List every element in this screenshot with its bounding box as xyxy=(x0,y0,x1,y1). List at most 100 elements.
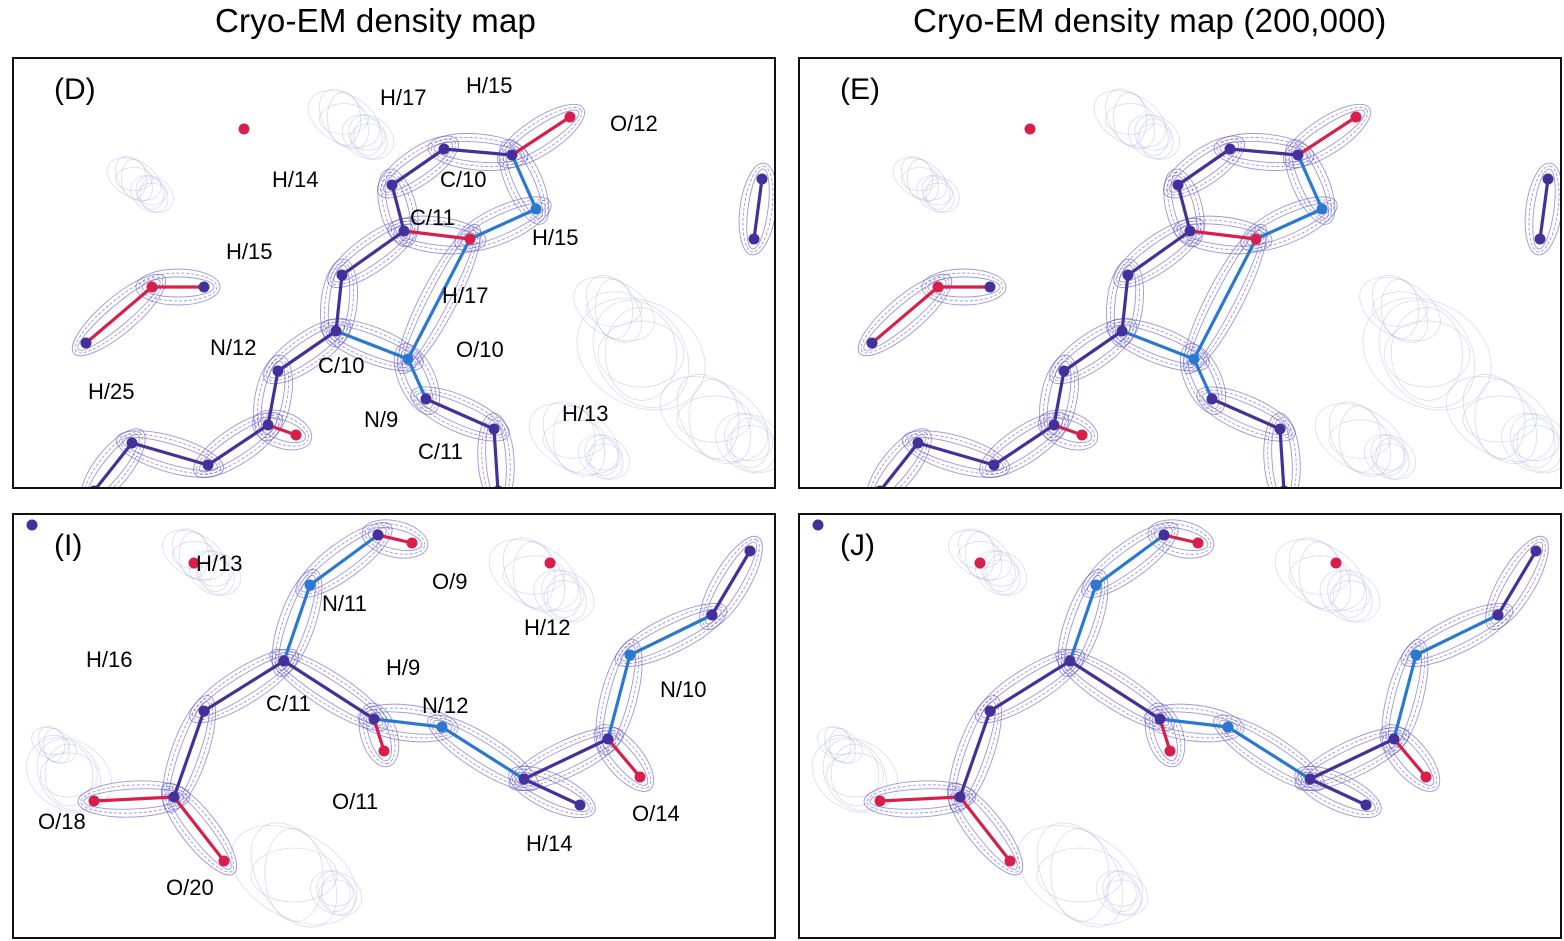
density-mesh xyxy=(1060,654,1170,726)
density-mesh xyxy=(1213,133,1315,171)
atom xyxy=(238,123,250,135)
density-mesh xyxy=(715,412,774,474)
density-mesh xyxy=(949,785,1021,873)
bond xyxy=(282,659,376,721)
atom xyxy=(506,149,518,161)
density-mesh xyxy=(197,559,233,587)
density-mesh xyxy=(1104,879,1140,907)
atom-label: H/9 xyxy=(386,655,421,680)
bond xyxy=(992,423,1056,467)
density-mesh xyxy=(77,780,191,818)
density-mesh xyxy=(948,529,1012,581)
density-mesh xyxy=(901,167,939,191)
density-mesh xyxy=(1512,425,1560,461)
density-mesh xyxy=(981,551,1021,595)
density-mesh xyxy=(263,317,351,385)
atom xyxy=(1172,179,1184,191)
bond xyxy=(1392,737,1428,779)
density-mesh xyxy=(1149,711,1239,735)
density-mesh xyxy=(77,279,161,351)
density-mesh xyxy=(1143,703,1245,743)
density-mesh xyxy=(1153,526,1209,552)
density-mesh xyxy=(430,717,536,789)
density-mesh xyxy=(592,300,690,408)
density-mesh xyxy=(115,430,225,478)
bond xyxy=(92,795,176,803)
density-mesh xyxy=(892,157,948,201)
bond xyxy=(468,207,538,241)
bond xyxy=(266,369,280,427)
density-mesh xyxy=(1338,405,1382,473)
density-mesh xyxy=(822,738,888,812)
bond xyxy=(95,441,134,487)
density-mesh xyxy=(573,276,655,342)
density-mesh xyxy=(1185,226,1265,372)
density-mesh xyxy=(135,175,169,213)
atom xyxy=(198,281,210,293)
density-mesh xyxy=(872,434,926,487)
density-mesh xyxy=(1113,218,1205,288)
density-mesh xyxy=(863,279,947,351)
density-mesh xyxy=(1532,168,1556,250)
atom xyxy=(1076,429,1088,441)
density-mesh xyxy=(319,103,369,135)
density-mesh xyxy=(546,574,582,618)
density-mesh xyxy=(309,870,363,916)
atom xyxy=(912,437,924,449)
density-mesh xyxy=(1058,651,1172,729)
bond xyxy=(372,717,444,729)
atom xyxy=(88,795,100,807)
density-mesh xyxy=(1328,419,1392,459)
density-mesh xyxy=(1485,535,1549,631)
panel-j: (J) xyxy=(798,513,1562,939)
atom xyxy=(1304,773,1316,785)
density-mesh xyxy=(196,414,280,476)
density-mesh xyxy=(543,580,585,612)
bond xyxy=(84,285,154,345)
density-mesh xyxy=(742,165,774,253)
density-mesh xyxy=(659,376,769,462)
density-mesh xyxy=(106,157,162,201)
atom xyxy=(378,745,390,757)
density-mesh xyxy=(1490,541,1544,625)
atom xyxy=(756,173,768,185)
atom xyxy=(1530,545,1542,557)
density-mesh xyxy=(71,273,167,357)
density-mesh xyxy=(1294,765,1382,819)
bond xyxy=(334,273,344,333)
density-mesh xyxy=(83,431,143,487)
density-mesh xyxy=(1319,569,1381,623)
bond xyxy=(1210,397,1282,431)
density-mesh xyxy=(1314,403,1406,475)
atom xyxy=(1184,225,1196,237)
atom-label: O/9 xyxy=(432,569,468,594)
density-mesh xyxy=(481,415,511,487)
density-mesh xyxy=(162,529,226,581)
bond xyxy=(1068,583,1098,663)
bond xyxy=(1126,229,1192,277)
atom xyxy=(1090,579,1102,591)
density-mesh xyxy=(1362,297,1492,411)
atom-label: H/15 xyxy=(532,225,579,250)
density-mesh xyxy=(277,574,317,672)
density-mesh xyxy=(916,174,960,214)
panel-e: (E) xyxy=(798,57,1562,489)
atom-label: H/17 xyxy=(380,85,427,110)
atom xyxy=(1542,173,1554,185)
density-mesh xyxy=(508,765,596,819)
density-mesh xyxy=(904,433,1008,475)
atom-label: H/14 xyxy=(526,831,573,856)
atom-label: H/15 xyxy=(226,239,273,264)
density-mesh xyxy=(74,276,164,354)
panel-d: (D) H/17 H/15 O/12 H/14 C/10 C/11 H/15 H… xyxy=(12,57,776,489)
atom xyxy=(126,437,138,449)
density-mesh xyxy=(350,123,386,151)
atom xyxy=(80,337,92,349)
density-mesh xyxy=(1327,570,1373,622)
density-mesh xyxy=(505,145,543,219)
density-mesh xyxy=(746,168,770,250)
density-mesh xyxy=(1039,354,1079,442)
density-mesh xyxy=(200,554,230,592)
bond xyxy=(1538,177,1550,241)
bond xyxy=(1296,115,1358,157)
